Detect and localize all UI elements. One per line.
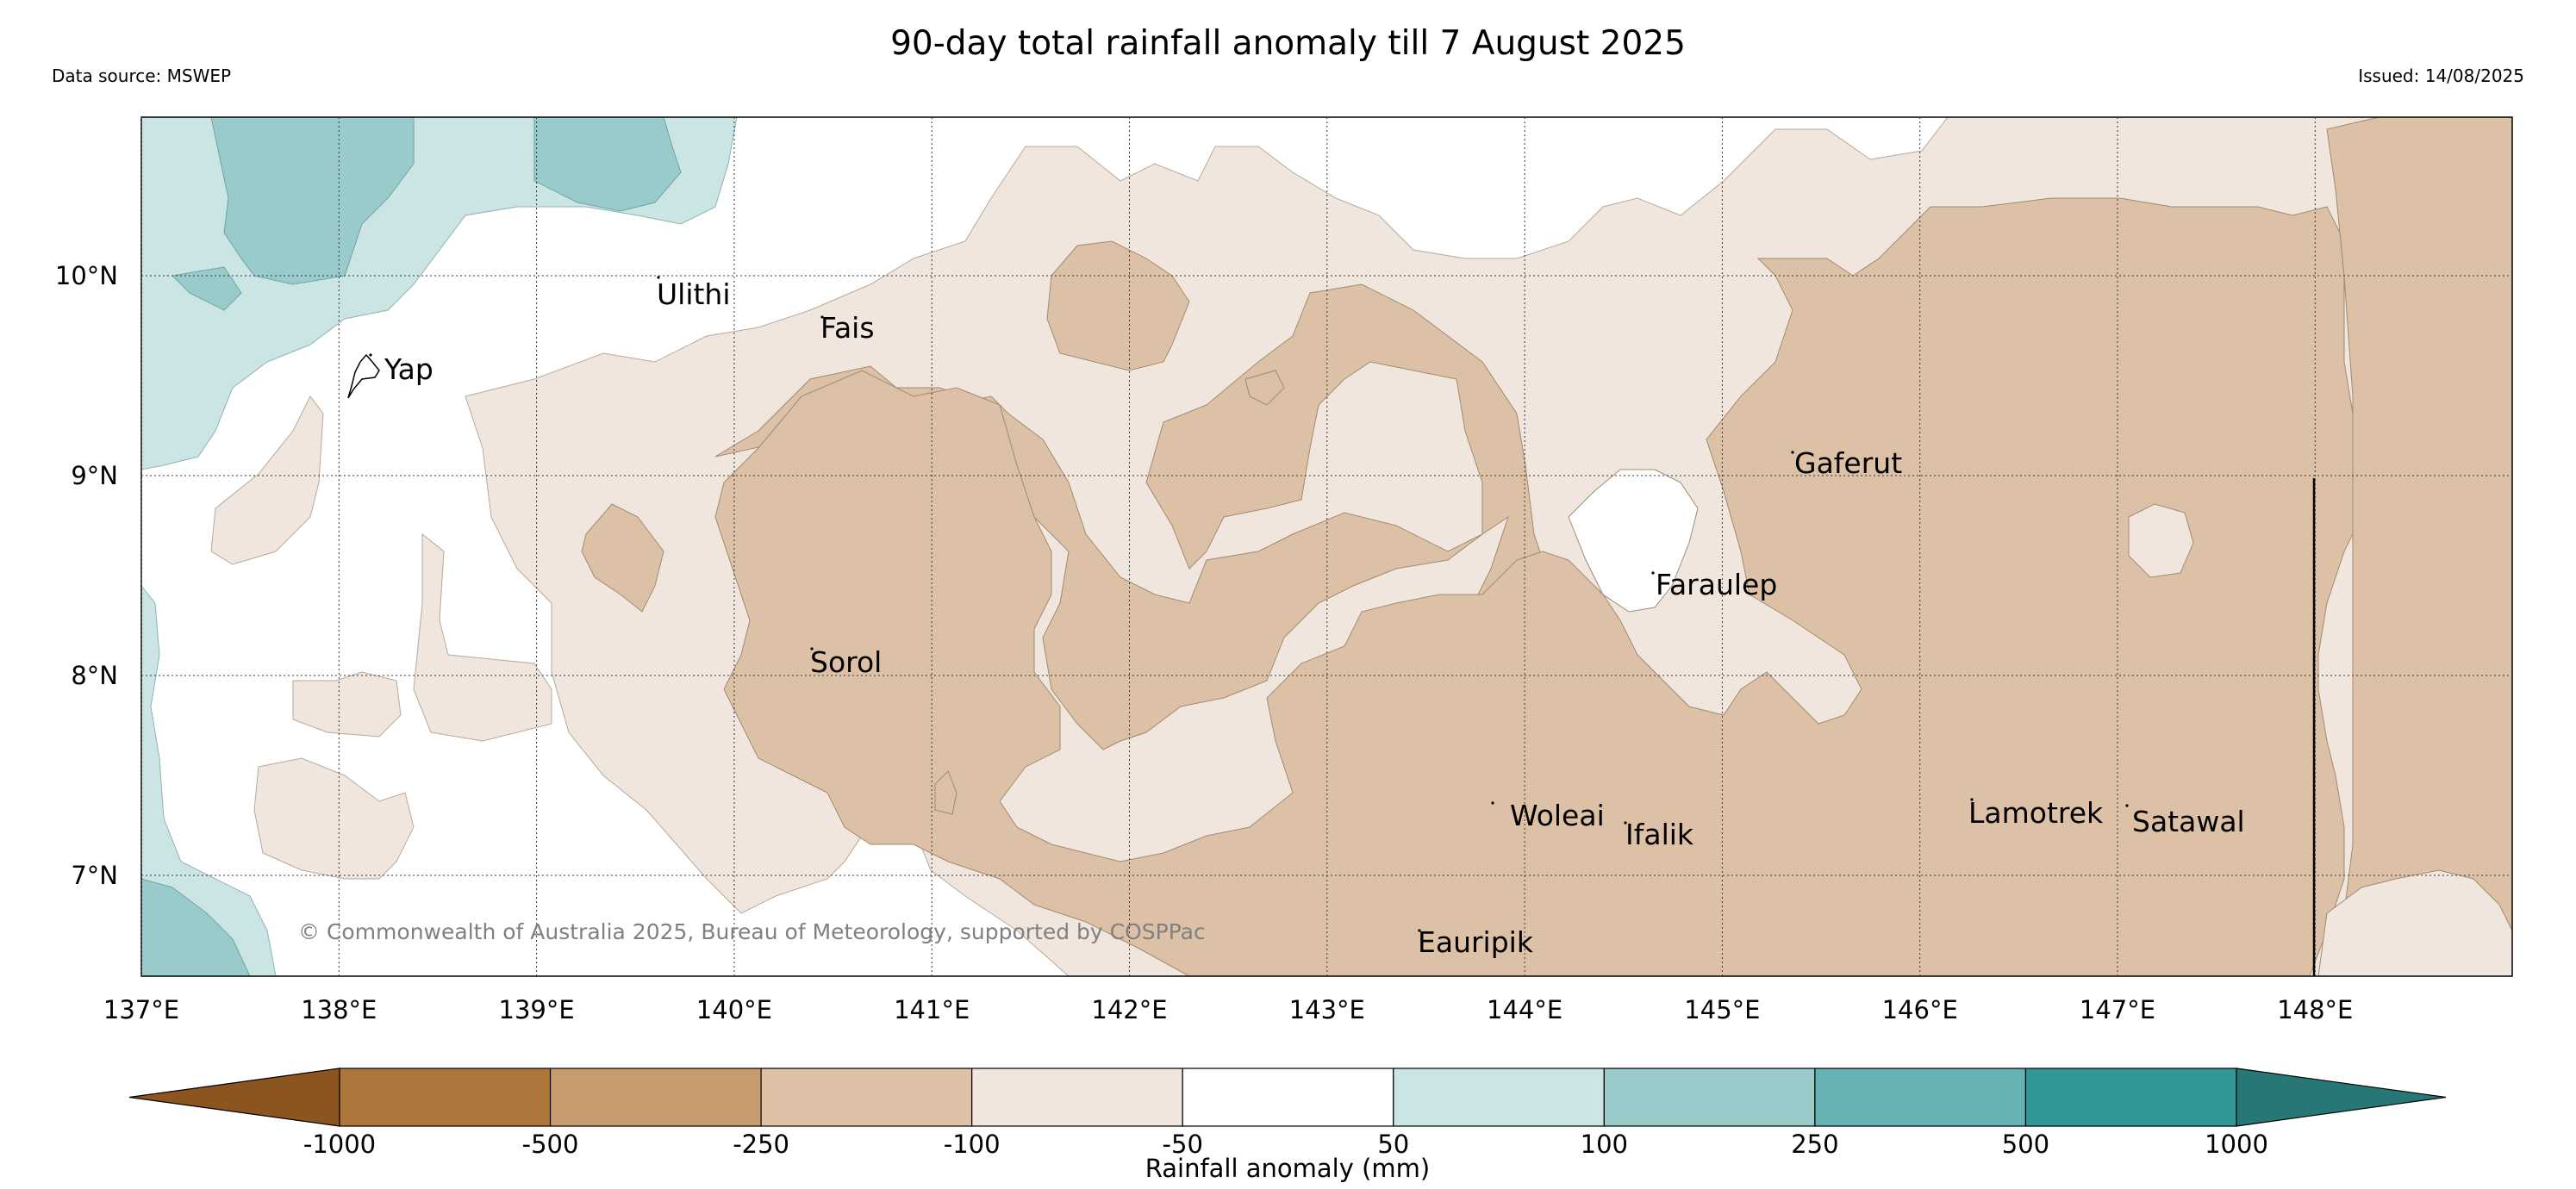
longitude-tick-label: 139°E	[499, 995, 575, 1024]
colorbar-tick-label: -1000	[303, 1130, 376, 1159]
longitude-tick-label: 146°E	[1882, 995, 1958, 1024]
colorbar-segment	[549, 1068, 762, 1127]
longitude-tick-label: 138°E	[301, 995, 377, 1024]
colorbar-tick-label: -500	[522, 1130, 579, 1159]
anomaly-region-minus50-west-c	[413, 532, 552, 742]
place-marker	[1624, 821, 1627, 825]
colorbar-tick-label: 100	[1581, 1130, 1628, 1159]
longitude-tick-label: 137°E	[103, 995, 179, 1024]
anomaly-region-plus100-northwest-b	[533, 117, 682, 212]
issued-date-label: Issued: 14/08/2025	[2358, 65, 2524, 86]
place-marker	[1791, 451, 1794, 454]
colorbar-extend-high	[2236, 1068, 2447, 1127]
anomaly-region-plus50-southwest	[141, 585, 277, 976]
anomaly-region-minus50-west-d	[292, 671, 402, 738]
colorbar-tick-label: 500	[2002, 1130, 2049, 1159]
colorbar-tick-label: -100	[944, 1130, 1001, 1159]
longitude-tick-label: 148°E	[2277, 995, 2353, 1024]
place-marker	[1418, 929, 1421, 932]
place-label-sorol: Sorol	[810, 645, 882, 679]
anomaly-region-minus100-pocket-d	[1244, 370, 1285, 406]
longitude-tick-label: 147°E	[2080, 995, 2155, 1024]
colorbar-segment	[1814, 1068, 2027, 1127]
colorbar-segment	[1603, 1068, 1816, 1127]
graticule	[140, 117, 2512, 976]
latitude-tick-label: 7°N	[71, 861, 118, 890]
data-source-label: Data source: MSWEP	[52, 65, 232, 86]
colorbar-segment	[971, 1068, 1183, 1127]
longitude-tick-label: 144°E	[1487, 995, 1562, 1024]
latitude-tick-label: 10°N	[55, 261, 118, 290]
anomaly-region-minus50-west-a	[210, 395, 324, 565]
anomaly-region-plus100-west	[171, 266, 242, 311]
anomaly-region-minus100-pocket-c	[934, 770, 957, 815]
colorbar-segment	[1393, 1068, 1605, 1127]
place-label-yap: Yap	[384, 352, 433, 386]
anomaly-region-minus50-west-b	[253, 757, 415, 880]
latitude-tick-label: 8°N	[71, 661, 118, 690]
place-marker	[1970, 798, 1974, 801]
longitude-tick-label: 145°E	[1684, 995, 1760, 1024]
place-label-faraulep: Faraulep	[1656, 568, 1777, 601]
anomaly-region-minus100-pocket-a	[581, 503, 664, 613]
place-label-eauripik: Eauripik	[1418, 925, 1534, 959]
longitude-tick-label: 141°E	[894, 995, 970, 1024]
colorbar-segment	[1182, 1068, 1394, 1127]
place-marker	[820, 315, 824, 319]
place-marker	[2125, 804, 2129, 807]
place-marker	[1651, 571, 1655, 575]
latitude-tick-label: 9°N	[71, 461, 118, 490]
anomaly-region-minus50-hole-east	[2128, 503, 2194, 578]
place-label-lamotrek: Lamotrek	[1968, 796, 2104, 830]
colorbar-segment	[760, 1068, 973, 1127]
place-marker	[810, 647, 814, 651]
anomaly-region-minus100-east	[2326, 117, 2512, 976]
colorbar-tick-label: 1000	[2205, 1130, 2268, 1159]
place-label-ifalik: Ifalik	[1625, 818, 1694, 851]
place-label-woleai: Woleai	[1510, 799, 1605, 832]
place-label-satawal: Satawal	[2132, 805, 2245, 838]
anomaly-region-minus100-pocket-b	[1046, 240, 1190, 371]
map-title: 90-day total rainfall anomaly till 7 Aug…	[890, 24, 1686, 63]
colorbar-segment	[339, 1068, 552, 1127]
longitude-tick-label: 140°E	[696, 995, 772, 1024]
axis-tick-labels: 137°E 138°E 139°E 140°E 141°E 142°E 143°E 144°E…	[55, 261, 2354, 1024]
colorbar-segment	[2024, 1068, 2237, 1127]
anomaly-region-plus100-southwest	[141, 878, 251, 976]
yap-island-shape	[347, 353, 380, 399]
place-labels: Ulithi Fais Yap Gaferut Faraulep Sorol Woleai I…	[369, 276, 2245, 959]
copyright-notice: © Commonwealth of Australia 2025, Bureau…	[298, 919, 1206, 944]
place-label-gaferut: Gaferut	[1794, 446, 1902, 480]
colorbar: -1000 -500 -250 -100 -50 50 100 250 500 1000	[128, 1068, 2447, 1159]
longitude-tick-label: 142°E	[1091, 995, 1167, 1024]
place-label-fais: Fais	[820, 311, 875, 345]
anomaly-region-neutral-hole	[1568, 469, 1699, 613]
colorbar-tick-label: 250	[1791, 1130, 1838, 1159]
colorbar-extend-low	[128, 1068, 340, 1127]
colorbar-tick-label: 50	[1377, 1130, 1409, 1159]
anomaly-region-minus100-south	[714, 197, 2371, 976]
place-marker	[657, 276, 660, 279]
longitude-tick-label: 143°E	[1289, 995, 1365, 1024]
place-marker	[369, 353, 372, 357]
colorbar-tick-label: -50	[1163, 1130, 1203, 1159]
colorbar-title: Rainfall anomaly (mm)	[1145, 1154, 1431, 1183]
colorbar-tick-label: -250	[733, 1130, 789, 1159]
place-marker	[1491, 801, 1494, 805]
map-area	[141, 117, 2512, 976]
anomaly-region-minus50-southeast	[2317, 869, 2512, 976]
place-label-ulithi: Ulithi	[657, 277, 731, 311]
